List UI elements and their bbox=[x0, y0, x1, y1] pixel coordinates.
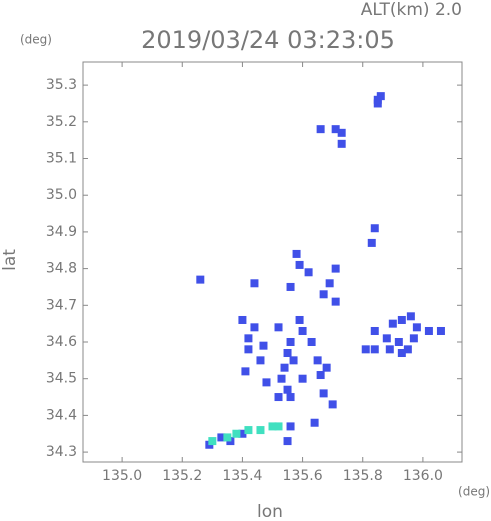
echo-point bbox=[286, 422, 295, 431]
echo-point bbox=[295, 315, 304, 324]
echo-point bbox=[295, 260, 304, 269]
echo-point bbox=[325, 279, 334, 288]
echo-point bbox=[412, 323, 421, 332]
echo-point bbox=[289, 356, 298, 365]
x-tick-label: 135.2 bbox=[162, 468, 202, 484]
chart-title: 2019/03/24 03:23:05 bbox=[141, 26, 395, 54]
plot-frame bbox=[82, 61, 463, 463]
echo-point bbox=[208, 437, 217, 446]
x-unit: (deg) bbox=[458, 485, 490, 499]
echo-point bbox=[331, 264, 340, 273]
y-tick-label: 35.3 bbox=[46, 77, 77, 93]
echo-point bbox=[280, 363, 289, 372]
echo-point bbox=[283, 349, 292, 358]
echo-point bbox=[286, 282, 295, 291]
y-tick-label: 35.0 bbox=[46, 187, 77, 203]
y-tick-label: 34.7 bbox=[46, 297, 77, 313]
echo-point bbox=[292, 249, 301, 258]
echo-point bbox=[286, 338, 295, 346]
echo-point bbox=[316, 371, 325, 380]
echo-point bbox=[331, 297, 340, 306]
echo-point bbox=[274, 393, 283, 402]
echo-point bbox=[319, 290, 328, 299]
y-tick-label: 34.9 bbox=[46, 224, 77, 240]
x-tick-label: 135.6 bbox=[283, 468, 323, 484]
echo-point bbox=[373, 99, 382, 108]
echo-point bbox=[319, 389, 328, 398]
x-tick-label: 135.4 bbox=[222, 468, 262, 484]
y-tick-label: 35.2 bbox=[46, 114, 77, 130]
y-axis-label: lat bbox=[0, 249, 20, 271]
echo-point bbox=[385, 345, 394, 354]
echo-point bbox=[370, 224, 379, 233]
echo-point bbox=[322, 363, 331, 372]
echo-point bbox=[241, 367, 250, 376]
echo-point bbox=[283, 437, 292, 446]
echo-point bbox=[268, 422, 277, 431]
echo-point bbox=[307, 338, 316, 346]
echo-point bbox=[382, 334, 391, 343]
echo-point bbox=[310, 418, 319, 427]
echo-point bbox=[238, 429, 247, 438]
echo-point bbox=[376, 92, 385, 101]
echo-point bbox=[388, 319, 397, 328]
echo-point bbox=[244, 345, 253, 354]
echo-point bbox=[328, 400, 337, 409]
x-tick-label: 135.8 bbox=[343, 468, 383, 484]
echo-point bbox=[217, 433, 226, 442]
echo-point bbox=[298, 374, 307, 383]
y-tick-label: 34.5 bbox=[46, 371, 77, 387]
echo-point bbox=[403, 345, 412, 354]
echo-point bbox=[256, 426, 265, 435]
echo-point bbox=[370, 345, 379, 354]
x-tick-label: 135.0 bbox=[102, 468, 142, 484]
echo-point bbox=[274, 323, 283, 332]
echo-point bbox=[397, 315, 406, 324]
echo-point bbox=[262, 378, 271, 387]
echo-point bbox=[331, 125, 340, 134]
altitude-label: ALT(km) 2.0 bbox=[361, 0, 462, 20]
echo-point bbox=[313, 356, 322, 365]
echo-point bbox=[367, 238, 376, 247]
echo-point bbox=[394, 338, 403, 346]
echo-point bbox=[304, 268, 313, 277]
echo-point bbox=[277, 374, 286, 383]
echo-point bbox=[196, 275, 205, 284]
echo-point bbox=[406, 312, 415, 321]
echo-point bbox=[244, 426, 253, 435]
x-axis-label: lon bbox=[257, 502, 283, 521]
echo-point bbox=[409, 334, 418, 343]
y-tick-label: 34.6 bbox=[46, 334, 77, 350]
echo-point bbox=[238, 315, 247, 324]
y-tick-label: 34.8 bbox=[46, 261, 77, 277]
echo-point bbox=[250, 323, 259, 332]
echo-point bbox=[361, 345, 370, 354]
echo-point bbox=[244, 334, 253, 343]
echo-point bbox=[370, 326, 379, 335]
y-unit: (deg) bbox=[20, 33, 52, 47]
echo-point bbox=[274, 422, 283, 431]
y-tick-label: 34.3 bbox=[46, 444, 77, 460]
echo-point bbox=[232, 429, 241, 438]
echo-point bbox=[256, 356, 265, 365]
echo-point bbox=[316, 125, 325, 134]
x-tick-label: 136.0 bbox=[403, 468, 443, 484]
y-tick-label: 34.4 bbox=[46, 407, 77, 423]
echo-point bbox=[283, 385, 292, 394]
y-tick-label: 35.1 bbox=[46, 151, 77, 167]
echo-point bbox=[223, 433, 232, 442]
echo-point bbox=[298, 326, 307, 335]
echo-point bbox=[337, 139, 346, 148]
echo-point bbox=[286, 393, 295, 402]
echo-point bbox=[259, 341, 268, 350]
echo-point bbox=[436, 326, 445, 335]
echo-point bbox=[250, 279, 259, 288]
echo-point bbox=[337, 128, 346, 137]
echo-point bbox=[397, 349, 406, 358]
echo-point bbox=[424, 326, 433, 335]
